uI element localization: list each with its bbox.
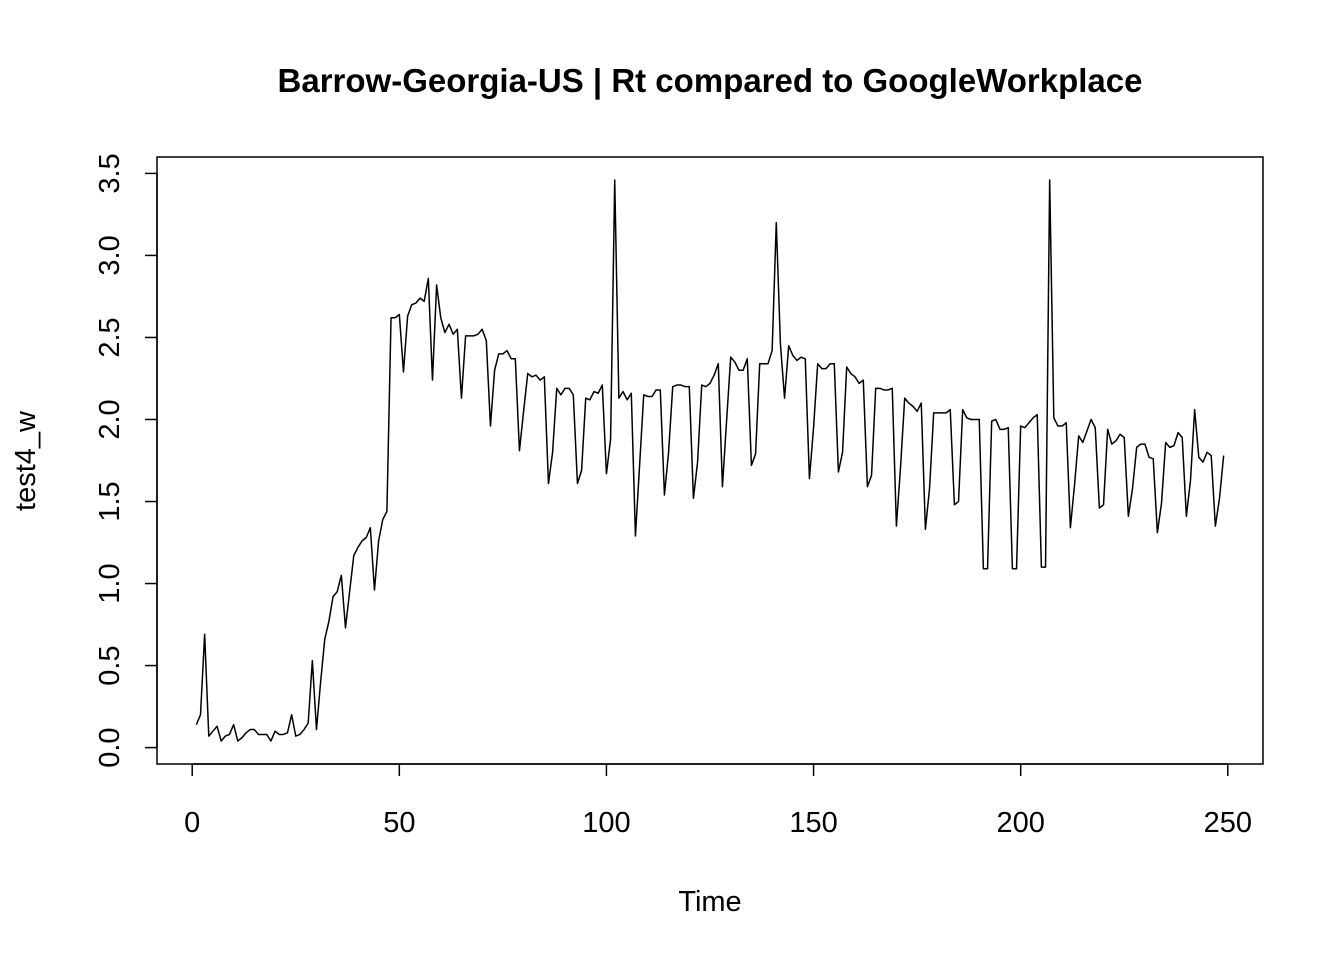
y-axis: 0.0 0.5 1.0 1.5 2.0 2.5 3.0 3.5 [94, 153, 158, 768]
x-tick-label: 200 [996, 807, 1044, 839]
x-axis: 0 50 100 150 200 250 [184, 763, 1252, 839]
y-tick-label: 2.0 [94, 399, 126, 439]
chart-title: Barrow-Georgia-US | Rt compared to Googl… [278, 62, 1143, 99]
x-tick-label: 250 [1204, 807, 1252, 839]
x-tick-label: 150 [789, 807, 837, 839]
y-tick-label: 0.0 [94, 727, 126, 767]
y-axis-label: test4_w [10, 410, 42, 511]
y-tick-label: 1.5 [94, 481, 126, 521]
y-tick-label: 3.5 [94, 153, 126, 193]
x-tick-label: 0 [184, 807, 200, 839]
x-tick-label: 50 [383, 807, 415, 839]
y-tick-label: 1.0 [94, 563, 126, 603]
y-tick-label: 2.5 [94, 317, 126, 357]
series-line [195, 179, 1225, 742]
y-tick-label: 3.0 [94, 235, 126, 275]
y-tick-label: 0.5 [94, 645, 126, 685]
x-axis-label: Time [678, 886, 741, 918]
x-tick-label: 100 [582, 807, 630, 839]
